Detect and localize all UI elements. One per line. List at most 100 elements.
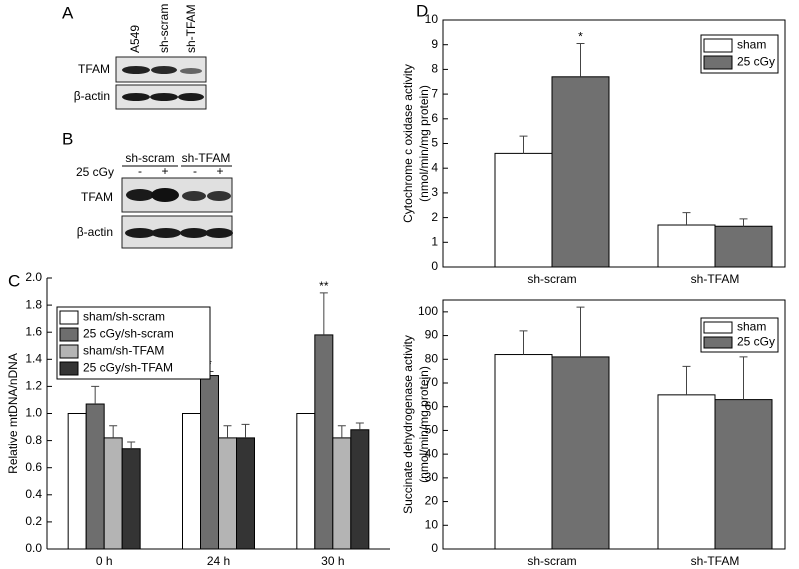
blot [115, 56, 207, 110]
sign: + [216, 164, 223, 178]
plot-frame [442, 299, 786, 550]
y-axis-label: Succinate dehydrogenase activity [401, 335, 415, 514]
error-bar [576, 306, 585, 357]
y-tick-label: 0 [431, 541, 438, 555]
y-tick-label: 1.4 [25, 351, 42, 365]
y-tick-label: 1.0 [25, 406, 42, 420]
error-bar [241, 423, 250, 438]
error-bar [739, 218, 748, 227]
significance: * [578, 30, 583, 44]
y-axis-label: Relative mtDNA/nDNA [6, 353, 20, 474]
y-tick-label: 8 [431, 62, 438, 76]
y-axis-label: (nmol/min/mg protein) [417, 366, 431, 483]
x-tick-label: sh-TFAM [691, 554, 740, 568]
x-tick-label: 24 h [207, 554, 230, 568]
error-bar [355, 422, 364, 430]
bar [657, 224, 716, 268]
y-tick-label: 10 [425, 12, 439, 26]
y-tick-label: 1.8 [25, 297, 42, 311]
bar [494, 354, 553, 550]
legend-box [56, 306, 211, 380]
y-tick-label: 40 [425, 446, 439, 460]
row-label: β-actin [74, 89, 110, 103]
y-tick-label: 7 [431, 86, 438, 100]
legend-label: 25 cGy/sh-scram [83, 327, 174, 341]
y-tick-label: 90 [425, 328, 439, 342]
panel-label: B [62, 129, 73, 148]
bar [236, 437, 255, 550]
x-tick-label: 0 h [96, 554, 113, 568]
row-label: β-actin [77, 225, 113, 239]
y-tick-label: 6 [431, 111, 438, 125]
y-tick-label: 1 [431, 234, 438, 248]
legend-swatch [59, 361, 79, 376]
bar [103, 437, 123, 550]
error-bar [519, 135, 528, 154]
y-tick-label: 2.0 [25, 270, 42, 284]
error-bar [319, 292, 328, 335]
error-bar [127, 441, 136, 449]
bar [218, 437, 237, 550]
legend-swatch [703, 336, 733, 349]
group-label: sh-scram [125, 151, 174, 165]
y-tick-label: 0.2 [25, 514, 42, 528]
row-label: TFAM [81, 190, 113, 204]
legend-swatch [703, 38, 733, 53]
y-tick-label: 70 [425, 375, 439, 389]
y-tick-label: 4 [431, 160, 438, 174]
error-bar [519, 330, 528, 355]
error-bar [337, 425, 346, 438]
y-axis-label: (nmol/min/mg protein) [417, 85, 431, 202]
y-tick-label: 3 [431, 185, 438, 199]
bar [657, 394, 716, 550]
y-tick-label: 0.8 [25, 433, 42, 447]
y-tick-label: 0.6 [25, 460, 42, 474]
panel-label: D [416, 1, 428, 20]
x-tick-label: 30 h [321, 554, 344, 568]
legend-swatch [703, 55, 733, 70]
bar [314, 334, 334, 550]
y-tick-label: 9 [431, 37, 438, 51]
y-tick-label: 60 [425, 399, 439, 413]
sign: + [161, 164, 168, 178]
panel-label: A [62, 3, 74, 22]
legend-label: sham/sh-TFAM [83, 344, 164, 358]
x-tick-label: sh-scram [527, 272, 576, 286]
group-label: sh-TFAM [182, 151, 231, 165]
bar [494, 152, 553, 268]
y-tick-label: 50 [425, 423, 439, 437]
legend-label: sham/sh-scram [83, 310, 165, 324]
legend-swatch [59, 327, 79, 342]
bar [67, 413, 87, 550]
legend-label: sham [737, 38, 766, 52]
blot [121, 177, 233, 249]
y-tick-label: 20 [425, 494, 439, 508]
y-tick-label: 0 [431, 259, 438, 273]
y-tick-label: 100 [418, 304, 438, 318]
legend-swatch [703, 321, 733, 334]
lane-label: sh-scram [157, 4, 171, 53]
y-tick-label: 0.4 [25, 487, 42, 501]
y-tick-label: 2 [431, 210, 438, 224]
row-label: TFAM [78, 62, 110, 76]
error-bar [91, 385, 100, 405]
error-bar [223, 425, 232, 438]
y-tick-label: 5 [431, 136, 438, 150]
y-axis-label: Cytochrome c oxidase activity [401, 64, 415, 223]
legend-label: 25 cGy/sh-TFAM [83, 361, 173, 375]
significance: ** [319, 279, 329, 293]
error-bar [109, 425, 118, 438]
y-tick-label: 0.0 [25, 541, 42, 555]
bar [200, 375, 219, 550]
bar [714, 225, 773, 268]
y-tick-label: 1.2 [25, 379, 42, 393]
treatment-label: 25 cGy [76, 165, 114, 179]
y-tick-label: 1.6 [25, 324, 42, 338]
bar [182, 413, 201, 550]
y-tick-label: 30 [425, 470, 439, 484]
legend-label: 25 cGy [737, 55, 775, 69]
bar [121, 448, 141, 550]
legend-swatch [59, 310, 79, 325]
error-bar [682, 365, 691, 395]
